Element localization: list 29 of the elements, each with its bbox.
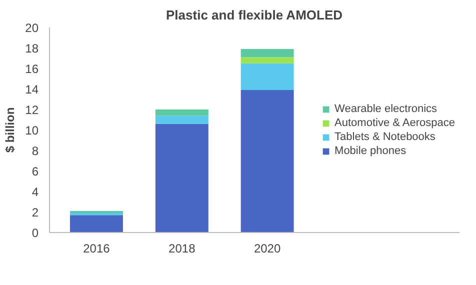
x-tick-label: 2020 <box>254 242 281 256</box>
bar <box>240 90 294 232</box>
legend-label: Automotive & Aerospace <box>334 116 455 128</box>
legend-label: Mobile phones <box>334 144 406 156</box>
bar <box>240 49 294 58</box>
legend-label: Wearable electronics <box>334 102 438 114</box>
bar <box>155 124 208 232</box>
legend-label: Tablets & Notebooks <box>334 130 436 142</box>
x-tick-label: 2018 <box>168 242 196 256</box>
bar <box>70 215 123 232</box>
y-tick-label: 2 <box>32 206 39 220</box>
y-tick-label: 20 <box>25 21 39 35</box>
chart-title: Plastic and flexible AMOLED <box>166 8 343 22</box>
y-tick-label: 6 <box>32 164 39 178</box>
bar <box>240 57 294 64</box>
y-axis-title: $ billion <box>3 107 18 153</box>
x-tick-label: 2016 <box>83 242 110 256</box>
y-tick-label: 10 <box>25 124 39 138</box>
y-tick-label: 16 <box>25 62 39 76</box>
y-tick-label: 8 <box>32 144 39 158</box>
y-tick-label: 14 <box>25 82 39 96</box>
bar <box>240 63 294 90</box>
bar <box>70 210 123 214</box>
y-tick-label: 4 <box>32 185 39 199</box>
bar <box>155 116 208 124</box>
bar <box>155 110 208 116</box>
y-tick-label: 18 <box>25 42 39 56</box>
y-tick-label: 0 <box>32 226 39 240</box>
y-tick-label: 12 <box>25 103 39 117</box>
